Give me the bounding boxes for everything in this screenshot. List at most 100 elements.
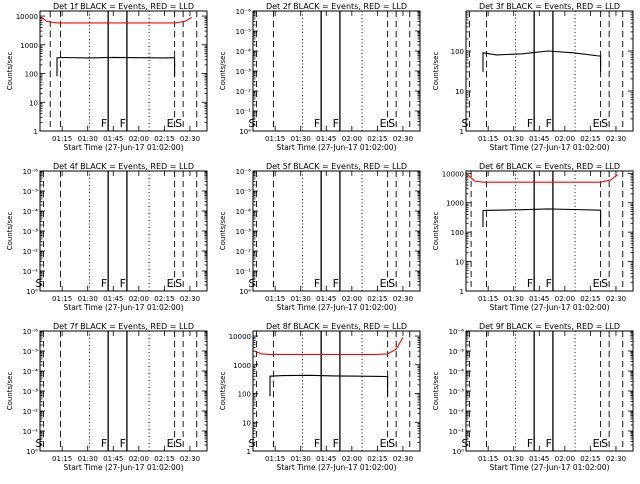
y-tick-label: 1000 — [233, 362, 251, 370]
y-axis-label: Counts/sec — [6, 372, 14, 411]
y-tick-label: 10⁻⁴ — [236, 208, 252, 216]
x-tick-label: 02:15 — [367, 455, 387, 463]
y-tick-label: 10⁻² — [449, 408, 465, 416]
plot-frame — [465, 330, 634, 452]
marker-label: E — [167, 437, 174, 450]
x-tick-label: 01:15 — [478, 135, 498, 143]
y-axis-label: Counts/sec — [219, 52, 227, 91]
y-tick-label: 10⁰ — [26, 288, 38, 296]
y-tick-label: 10000 — [229, 333, 251, 341]
panel-title: Det 5f BLACK = Events, RED = LLD — [266, 162, 407, 171]
marker-label: S — [248, 437, 255, 450]
marker-label: F — [546, 277, 552, 290]
x-tick-label: 02:15 — [154, 455, 174, 463]
y-tick-label: 10⁻⁴ — [23, 368, 39, 376]
marker-label: S — [601, 117, 608, 130]
marker-label: S — [35, 277, 42, 290]
data-series-1 — [56, 56, 176, 77]
data-series-2 — [467, 174, 619, 183]
x-tick-label: 02:00 — [342, 135, 362, 143]
plot-frame — [39, 10, 208, 132]
plot-frame — [252, 10, 421, 132]
x-tick-label: 01:30 — [291, 455, 311, 463]
detector-panel-4: Det 4f BLACK = Events, RED = LLD 10⁰ 10⁻¹ 1… — [6, 162, 208, 312]
y-tick-label: 10⁻¹ — [236, 108, 252, 116]
plot-frame — [465, 170, 634, 292]
y-tick-label: 10⁻⁴ — [23, 208, 39, 216]
x-tick-label: 01:15 — [52, 135, 72, 143]
y-axis-label: Counts/sec — [432, 52, 440, 91]
y-tick-label: 10⁻⁶ — [449, 328, 465, 336]
marker-label: F — [546, 437, 552, 450]
x-tick-label: 02:30 — [606, 135, 626, 143]
y-tick-label: 10⁻² — [236, 248, 252, 256]
y-axis-label: Counts/sec — [219, 372, 227, 411]
x-tick-label: 02:00 — [129, 295, 149, 303]
panel-title: Det 1f BLACK = Events, RED = LLD — [53, 2, 194, 11]
marker-label: F — [120, 117, 126, 130]
x-tick-label: 02:15 — [580, 455, 600, 463]
y-tick-label: 10⁻³ — [236, 228, 252, 236]
panel-title: Det 3f BLACK = Events, RED = LLD — [479, 2, 620, 11]
y-tick-label: 10⁻¹ — [449, 428, 465, 436]
detector-panel-8: Det 8f BLACK = Events, RED = LLD 1 10 100 10… — [219, 322, 421, 472]
marker-label: F — [546, 117, 552, 130]
y-axis-label: Counts/sec — [6, 52, 14, 91]
x-tick-label: 02:30 — [180, 455, 200, 463]
marker-label: S — [601, 277, 608, 290]
marker-label: E — [593, 117, 600, 130]
plot-frame — [252, 170, 421, 292]
x-tick-label: 01:15 — [478, 455, 498, 463]
x-tick-label: 01:30 — [78, 135, 98, 143]
y-axis-label: Counts/sec — [432, 212, 440, 251]
x-tick-label: 02:15 — [580, 295, 600, 303]
x-tick-label: 02:00 — [555, 135, 575, 143]
x-tick-label: 01:45 — [529, 135, 549, 143]
y-tick-label: 10000 — [442, 170, 464, 178]
x-tick-label: 02:30 — [606, 295, 626, 303]
y-tick-label: 10⁻¹ — [236, 268, 252, 276]
marker-label: S — [601, 437, 608, 450]
y-axis-label: Counts/sec — [6, 212, 14, 251]
marker-label: F — [101, 437, 107, 450]
y-tick-label: 1 — [460, 288, 464, 296]
detector-panel-5: Det 5f BLACK = Events, RED = LLD 10⁰ 10⁻¹ 1… — [219, 162, 421, 312]
marker-label: E — [593, 277, 600, 290]
y-tick-label: 10⁰ — [239, 128, 251, 136]
y-axis-label: Counts/sec — [219, 212, 227, 251]
y-tick-label: 1 — [460, 128, 464, 136]
x-tick-label: 02:00 — [129, 455, 149, 463]
x-tick-label: 02:30 — [180, 135, 200, 143]
plot-frame — [252, 330, 421, 452]
marker-label: F — [314, 437, 320, 450]
x-tick-label: 02:30 — [606, 455, 626, 463]
x-tick-label: 02:30 — [393, 455, 413, 463]
detector-panel-2: Det 2f BLACK = Events, RED = LLD 10⁰ 10⁻¹ 1… — [219, 2, 421, 152]
x-axis-label: Start Time (27-Jun-17 01:02:00) — [490, 143, 610, 152]
x-tick-label: 02:00 — [129, 135, 149, 143]
marker-label: E — [380, 437, 387, 450]
y-tick-label: 10⁻⁶ — [236, 8, 252, 16]
y-tick-label: 10⁻² — [23, 408, 39, 416]
marker-label: S — [388, 437, 395, 450]
x-tick-label: 01:45 — [103, 135, 123, 143]
y-tick-label: 10 — [455, 88, 464, 96]
x-axis-label: Start Time (27-Jun-17 01:02:00) — [277, 303, 397, 312]
x-tick-label: 01:45 — [316, 455, 336, 463]
plot-frame — [465, 10, 634, 132]
marker-label: S — [461, 437, 468, 450]
y-tick-label: 100 — [238, 391, 251, 399]
x-tick-label: 02:30 — [393, 295, 413, 303]
detector-panel-9: Det 9f BLACK = Events, RED = LLD 10⁰ 10⁻¹ 1… — [432, 322, 634, 472]
detector-panel-3: Det 3f BLACK = Events, RED = LLD 1 10 100 01… — [432, 2, 634, 152]
x-tick-label: 01:30 — [78, 295, 98, 303]
x-axis-label: Start Time (27-Jun-17 01:02:00) — [64, 303, 184, 312]
y-tick-label: 100 — [25, 71, 38, 79]
x-tick-label: 01:15 — [478, 295, 498, 303]
y-tick-label: 10⁻³ — [23, 388, 39, 396]
marker-label: S — [175, 277, 182, 290]
marker-label: F — [314, 117, 320, 130]
marker-label: E — [167, 277, 174, 290]
marker-label: E — [167, 117, 174, 130]
